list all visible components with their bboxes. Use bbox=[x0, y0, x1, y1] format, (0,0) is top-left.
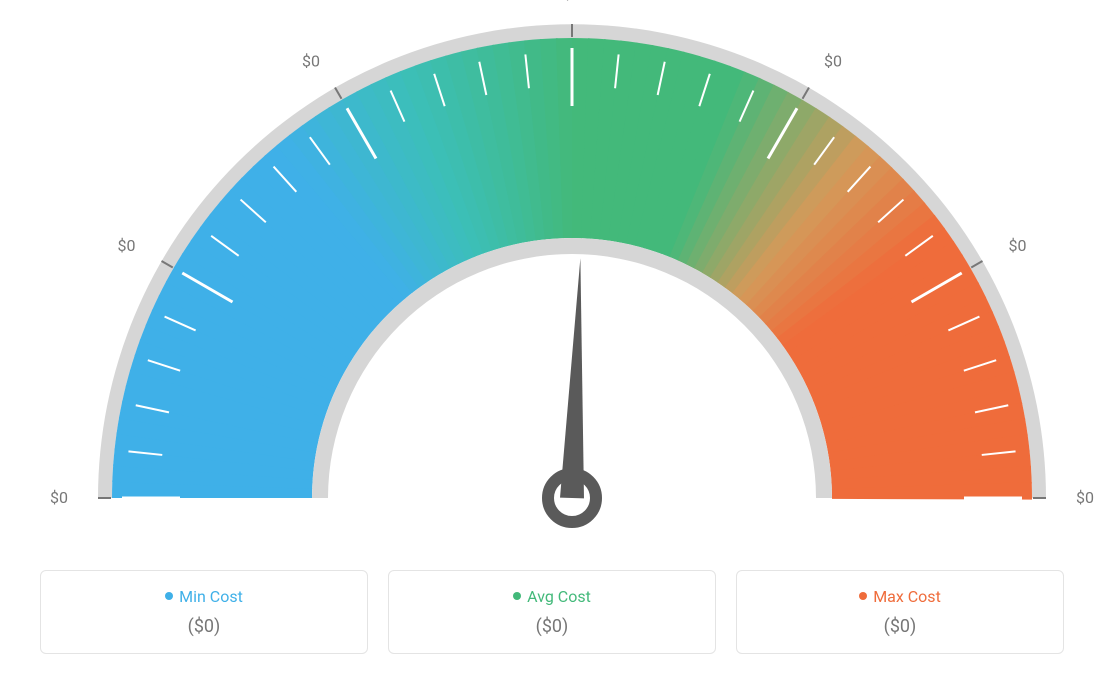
svg-text:$0: $0 bbox=[50, 488, 68, 507]
legend-row: Min Cost ($0) Avg Cost ($0) Max Cost ($0… bbox=[20, 570, 1084, 654]
legend-head-max: Max Cost bbox=[859, 587, 941, 606]
svg-text:$0: $0 bbox=[1008, 236, 1026, 255]
legend-head-min: Min Cost bbox=[165, 587, 243, 606]
legend-value-max: ($0) bbox=[747, 616, 1053, 637]
legend-label-max: Max Cost bbox=[873, 587, 941, 606]
svg-text:$0: $0 bbox=[563, 0, 581, 3]
legend-card-min: Min Cost ($0) bbox=[40, 570, 368, 654]
legend-head-avg: Avg Cost bbox=[513, 587, 591, 606]
svg-text:$0: $0 bbox=[1076, 488, 1094, 507]
legend-label-avg: Avg Cost bbox=[527, 587, 591, 606]
gauge-container: $0 $0 $0 $0 $0 $0 $0 Min Cost ($0) Avg Cost ($… bbox=[0, 0, 1104, 690]
legend-card-avg: Avg Cost ($0) bbox=[388, 570, 716, 654]
legend-label-min: Min Cost bbox=[179, 587, 243, 606]
legend-dot-avg bbox=[513, 592, 521, 600]
svg-text:$0: $0 bbox=[824, 52, 842, 71]
legend-dot-max bbox=[859, 592, 867, 600]
legend-value-min: ($0) bbox=[51, 616, 357, 637]
legend-value-avg: ($0) bbox=[399, 616, 705, 637]
svg-text:$0: $0 bbox=[302, 52, 320, 71]
legend-dot-min bbox=[165, 592, 173, 600]
legend-card-max: Max Cost ($0) bbox=[736, 570, 1064, 654]
svg-text:$0: $0 bbox=[118, 236, 136, 255]
gauge-chart: $0 $0 $0 $0 $0 $0 $0 bbox=[20, 0, 1104, 560]
